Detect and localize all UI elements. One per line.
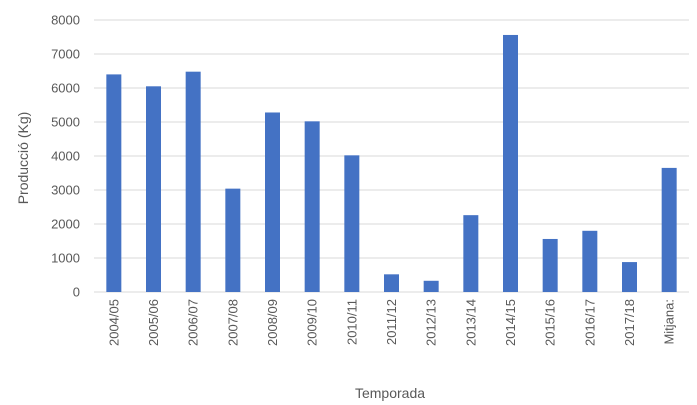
bar-Mitjana:	[661, 167, 677, 292]
bar-2009/10	[304, 121, 320, 292]
bar-2008/09	[265, 112, 280, 292]
x-tick-label: 2009/10	[305, 299, 320, 346]
bar-2012/13	[423, 280, 439, 292]
x-tick-label: 2013/14	[463, 299, 478, 346]
x-tick-label: 2017/18	[622, 299, 637, 346]
y-tick-label: 7000	[51, 47, 80, 62]
x-tick-label: 2014/15	[503, 299, 518, 346]
bar-2010/11	[344, 155, 360, 292]
bar-2004/05	[106, 74, 122, 293]
bar-2011/12	[384, 274, 399, 292]
y-tick-label: 6000	[51, 81, 80, 96]
bar-2005/06	[146, 86, 161, 292]
y-tick-label: 1000	[51, 251, 80, 266]
y-tick-label: 5000	[51, 115, 80, 130]
x-tick-label: 2007/08	[225, 299, 240, 346]
y-tick-label: 2000	[51, 217, 80, 232]
x-tick-label: 2006/07	[186, 299, 201, 346]
y-tick-label: 3000	[51, 183, 80, 198]
y-tick-label: 4000	[51, 149, 80, 164]
x-tick-label: 2010/11	[344, 299, 359, 345]
x-axis-ticks: 2004/05 2005/06 2006/07 2007/08 2008/09 2009/…	[106, 299, 676, 346]
bar-2007/08	[225, 188, 241, 292]
y-axis-ticks: 0 1000 2000 3000 4000 5000 6000 7000 8000	[51, 13, 80, 300]
gridlines	[94, 19, 689, 293]
bar-2006/07	[185, 71, 201, 293]
x-tick-label: Mitjana:	[662, 299, 677, 345]
bar-2017/18	[622, 262, 637, 292]
bar-2014/15	[503, 34, 518, 293]
x-tick-label: 2012/13	[424, 299, 439, 346]
x-tick-label: 2016/17	[582, 299, 597, 346]
x-tick-label: 2008/09	[265, 299, 280, 346]
bar-2015/16	[542, 238, 558, 292]
y-tick-label: 0	[73, 285, 80, 300]
y-axis-title: Producció (Kg)	[15, 112, 31, 205]
x-tick-label: 2015/16	[543, 299, 558, 346]
x-tick-label: 2004/05	[106, 299, 121, 346]
x-axis-title: Temporada	[355, 385, 425, 401]
x-tick-label: 2005/06	[146, 299, 161, 346]
y-tick-label: 8000	[51, 13, 80, 28]
bars	[106, 34, 677, 293]
x-tick-label: 2011/12	[384, 299, 399, 345]
bar-2016/17	[582, 230, 598, 292]
bar-2013/14	[463, 215, 479, 292]
